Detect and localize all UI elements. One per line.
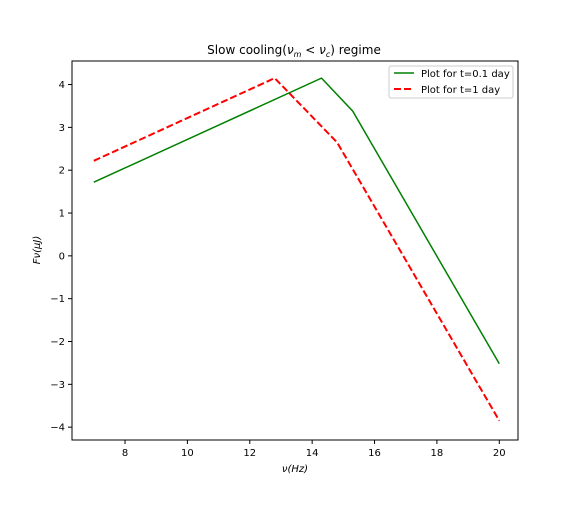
x-tick-label: 8 <box>122 448 128 459</box>
y-axis-label: Fν(μJ) <box>32 236 43 264</box>
legend-label-series-2: Plot for t=1 day <box>421 85 500 96</box>
x-tick-label: 18 <box>431 448 444 459</box>
y-tick-label: 3 <box>59 123 65 134</box>
y-tick-label: 0 <box>59 251 65 262</box>
y-tick-label: 1 <box>59 209 65 220</box>
legend-box <box>388 65 514 99</box>
y-tick-label: 4 <box>59 80 65 91</box>
y-tick-label: −4 <box>50 423 65 434</box>
x-tick-label: 10 <box>181 448 194 459</box>
y-tick-label: −1 <box>50 294 65 305</box>
y-tick-label: −2 <box>50 337 65 348</box>
legend: Plot for t=0.1 day Plot for t=1 day <box>388 65 514 99</box>
y-tick-label: 2 <box>59 166 65 177</box>
chart-title: Slow cooling(νm < νc) regime <box>207 43 381 59</box>
series-line-2 <box>93 76 501 422</box>
legend-label-series-1: Plot for t=0.1 day <box>421 69 510 80</box>
y-tick-label: −3 <box>50 380 65 391</box>
x-axis-label: ν(Hz) <box>282 464 308 475</box>
series-layer <box>93 76 501 422</box>
x-tick-label: 20 <box>493 448 506 459</box>
series-line-1 <box>93 77 500 365</box>
x-tick-label: 16 <box>368 448 381 459</box>
plot-frame <box>71 60 519 441</box>
x-tick-label: 12 <box>243 448 256 459</box>
x-tick-label: 14 <box>306 448 319 459</box>
